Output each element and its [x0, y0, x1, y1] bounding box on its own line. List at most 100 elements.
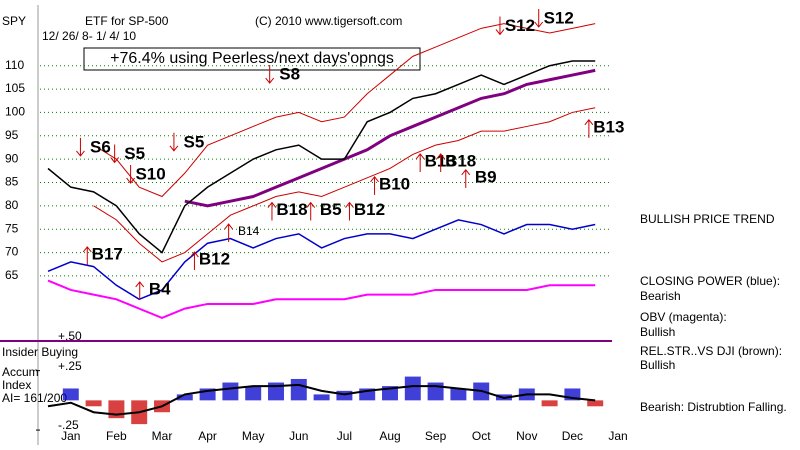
- y-tick-label: 90: [5, 151, 19, 165]
- signal-arrow: [135, 281, 145, 300]
- ticker: SPY: [2, 14, 26, 28]
- accum-note: Bearish: Distrubtion Falling.: [640, 400, 787, 414]
- signal-label: B10: [379, 174, 410, 193]
- y-tick-label: 100: [5, 105, 25, 119]
- x-tick-label: Aug: [379, 429, 400, 443]
- accum-bar: [62, 388, 79, 401]
- y-tick-label: 110: [5, 58, 24, 72]
- axis-label: Index: [2, 378, 31, 392]
- accum-bar: [176, 394, 193, 401]
- signal-arrow: [267, 201, 277, 221]
- annotation-box: [83, 47, 421, 71]
- signal-arrow: [495, 16, 505, 36]
- x-tick-label: Feb: [106, 429, 127, 443]
- signal-label: B13: [593, 117, 624, 136]
- signal-arrow: [224, 223, 234, 243]
- accum-bar: [245, 386, 262, 401]
- signal-arrow: [534, 9, 544, 28]
- signal-arrow: [76, 137, 85, 157]
- signal-label: S5: [184, 132, 205, 151]
- signal-arrow: [584, 119, 594, 138]
- date-range: 12/ 26/ 8- 1/ 4/ 10: [42, 29, 136, 43]
- y-tick-label: 105: [5, 81, 25, 95]
- signal-label: B13: [425, 151, 456, 170]
- x-tick-label: Sep: [425, 429, 447, 443]
- accum-bar: [359, 388, 376, 401]
- x-tick-label: Apr: [198, 429, 217, 443]
- signal-arrow: [190, 251, 199, 271]
- y-tick-label: 75: [5, 221, 19, 235]
- moving-average: [184, 68, 596, 208]
- signal-label: S8: [279, 65, 300, 84]
- y-tick-label: 70: [5, 245, 19, 259]
- y-tick-label: 85: [5, 175, 19, 189]
- signal-label: B12: [354, 200, 385, 219]
- lower-band: [93, 107, 596, 263]
- signal-label: S6: [90, 137, 111, 156]
- x-tick-label: Jun: [289, 429, 308, 443]
- chart-title: ETF for SP-500: [85, 14, 169, 28]
- accum-bar: [404, 376, 421, 401]
- x-tick-label: Jan: [608, 429, 627, 443]
- accum-bar: [587, 400, 604, 407]
- signal-label: B17: [92, 244, 123, 263]
- axis-label: Accum: [2, 365, 39, 379]
- signal-label: B14: [238, 224, 260, 238]
- signal-label: S12: [505, 16, 535, 35]
- signal-arrow: [461, 169, 471, 188]
- signal-label: S12: [544, 8, 574, 27]
- accum-bar: [199, 388, 216, 401]
- signal-arrow: [265, 65, 275, 84]
- indicator-line: [47, 279, 596, 320]
- signal-arrow: [436, 153, 446, 172]
- signal-arrow: [345, 201, 354, 221]
- legend-status: Bearish: [640, 289, 681, 303]
- indicator-line: [47, 219, 596, 301]
- accum-bar: [85, 400, 102, 407]
- accum-bar: [336, 390, 353, 401]
- legend-status: Bullish: [640, 358, 675, 372]
- signal-arrow: [370, 176, 379, 195]
- signal-label: B18: [276, 200, 307, 219]
- x-tick-label: Oct: [472, 429, 491, 443]
- signal-label: B18: [445, 151, 476, 170]
- legend-status: Bullish: [640, 325, 675, 339]
- accum-bar: [313, 394, 330, 401]
- signal-arrow: [415, 153, 425, 172]
- accum-bar: [450, 388, 467, 401]
- y-tick-label: 95: [5, 128, 19, 142]
- price-line: [47, 60, 596, 254]
- signal-arrow: [306, 201, 316, 221]
- signal-arrow: [82, 246, 92, 265]
- signal-label: B9: [475, 167, 497, 186]
- y-tick-label: +.50: [58, 329, 82, 343]
- y-tick-label: 65: [5, 268, 19, 282]
- rel-strength-line: [47, 383, 596, 416]
- x-tick-label: Jul: [337, 429, 352, 443]
- accum-bar: [541, 400, 558, 407]
- legend-name: OBV (magenta):: [640, 310, 727, 324]
- x-tick-label: May: [242, 429, 265, 443]
- x-tick-label: Nov: [516, 429, 537, 443]
- accum-bar: [564, 388, 581, 401]
- x-tick-label: Jan: [61, 429, 80, 443]
- accum-bar: [290, 378, 307, 401]
- legend-name: CLOSING POWER (blue):: [640, 274, 780, 288]
- legend-name: REL.STR..VS DJI (brown):: [640, 344, 782, 358]
- x-tick-label: Dec: [562, 429, 583, 443]
- y-tick-label: 80: [5, 198, 19, 212]
- axis-label: AI= 161/200: [2, 391, 67, 405]
- signal-label: B4: [149, 279, 171, 298]
- copyright: (C) 2010 www.tigersoft.com: [255, 14, 402, 28]
- signal-arrow: [126, 165, 135, 184]
- y-tick-label: -.25: [58, 418, 79, 432]
- signal-label: B5: [320, 200, 342, 219]
- signal-label: S5: [124, 144, 145, 163]
- trend-note: BULLISH PRICE TREND: [640, 212, 775, 226]
- y-tick-label: +.25: [58, 359, 82, 373]
- signal-arrow: [110, 144, 120, 164]
- signal-label: B12: [199, 250, 230, 269]
- insider-label: Insider Buying: [2, 345, 78, 359]
- upper-band: [93, 23, 596, 198]
